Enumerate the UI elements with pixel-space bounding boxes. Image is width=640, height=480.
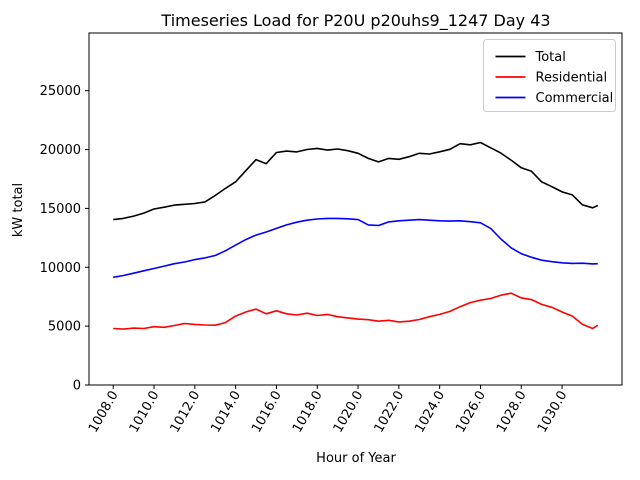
x-tick-label: 1026.0 [453,389,489,436]
legend-label-residential: Residential [536,71,608,86]
series-line-residential [113,292,599,330]
x-tick-label: 1012.0 [168,389,204,436]
x-tick-label: 1018.0 [290,389,326,436]
y-axis-label: kW total [11,183,26,237]
series-lines [113,141,599,330]
y-tick-label: 10000 [40,261,81,276]
series-line-total [113,141,599,221]
x-tick-label: 1028.0 [494,389,530,436]
y-tick-label: 5000 [48,320,81,335]
x-tick-label: 1010.0 [127,389,163,436]
chart-title: Timeseries Load for P20U p20uhs9_1247 Da… [160,11,550,31]
legend-label-commercial: Commercial [536,91,614,106]
y-tick-label: 0 [73,379,81,394]
y-tick-label: 25000 [40,84,81,99]
x-tick-label: 1024.0 [412,389,448,436]
x-tick-label: 1008.0 [86,389,122,436]
x-tick-label: 1014.0 [208,389,244,436]
x-tick-label: 1022.0 [372,389,408,436]
series-line-commercial [113,217,598,279]
legend-label-total: Total [535,50,566,65]
x-tick-label: 1030.0 [535,389,571,436]
axes-frame [88,32,623,386]
y-tick-label: 15000 [40,202,81,217]
y-tick-label: 20000 [40,143,81,158]
x-tick-label: 1016.0 [249,389,285,436]
x-tick-label: 1020.0 [331,389,367,436]
legend: Total Residential Commercial [483,39,616,112]
x-axis-label: Hour of Year [316,451,396,466]
legend-box [483,39,616,112]
